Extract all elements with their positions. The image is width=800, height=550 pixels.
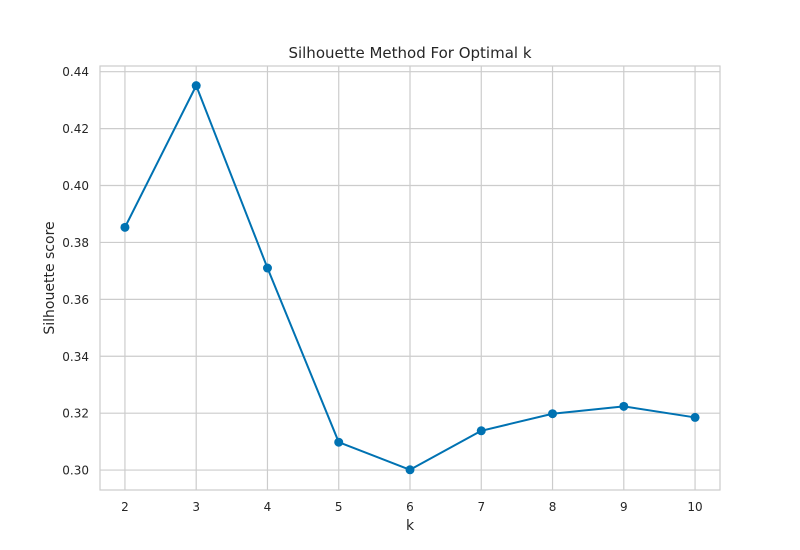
y-axis-label: Silhouette score bbox=[42, 221, 58, 334]
data-point-k-2 bbox=[120, 222, 130, 232]
x-tick-label: 3 bbox=[192, 500, 200, 514]
data-point-k-7 bbox=[476, 426, 486, 436]
y-tick-label: 0.32 bbox=[62, 407, 89, 421]
data-point-k-5 bbox=[334, 437, 344, 447]
x-tick-label: 9 bbox=[620, 500, 628, 514]
y-tick-label: 0.40 bbox=[62, 179, 89, 193]
y-tick-label: 0.30 bbox=[62, 464, 89, 478]
x-tick-label: 6 bbox=[406, 500, 414, 514]
data-point-k-6 bbox=[405, 465, 415, 475]
data-point-k-9 bbox=[619, 401, 629, 411]
y-tick-labels: 0.30 0.32 0.34 0.36 0.38 0.40 0.42 0.44 bbox=[62, 65, 89, 477]
y-tick-label: 0.44 bbox=[62, 65, 89, 79]
y-tick-label: 0.42 bbox=[62, 122, 89, 136]
y-tick-label: 0.38 bbox=[62, 236, 89, 250]
x-tick-label: 5 bbox=[335, 500, 343, 514]
x-tick-label: 2 bbox=[121, 500, 129, 514]
x-tick-label: 7 bbox=[477, 500, 485, 514]
x-tick-label: 4 bbox=[264, 500, 272, 514]
data-point-k-10 bbox=[690, 412, 700, 422]
grid-lines bbox=[100, 66, 720, 490]
data-point-k-3 bbox=[191, 81, 201, 91]
data-point-k-8 bbox=[548, 409, 558, 419]
y-tick-label: 0.36 bbox=[62, 293, 89, 307]
data-point-k-4 bbox=[262, 263, 272, 273]
series-layer bbox=[120, 81, 700, 475]
x-tick-label: 8 bbox=[549, 500, 557, 514]
y-tick-label: 0.34 bbox=[62, 350, 89, 364]
x-tick-labels: 2 3 4 5 6 7 8 9 10 bbox=[121, 500, 703, 514]
chart-title: Silhouette Method For Optimal k bbox=[288, 44, 531, 62]
x-axis-label: k bbox=[406, 518, 415, 534]
x-tick-label: 10 bbox=[687, 500, 702, 514]
plot-area-frame bbox=[99, 65, 721, 491]
